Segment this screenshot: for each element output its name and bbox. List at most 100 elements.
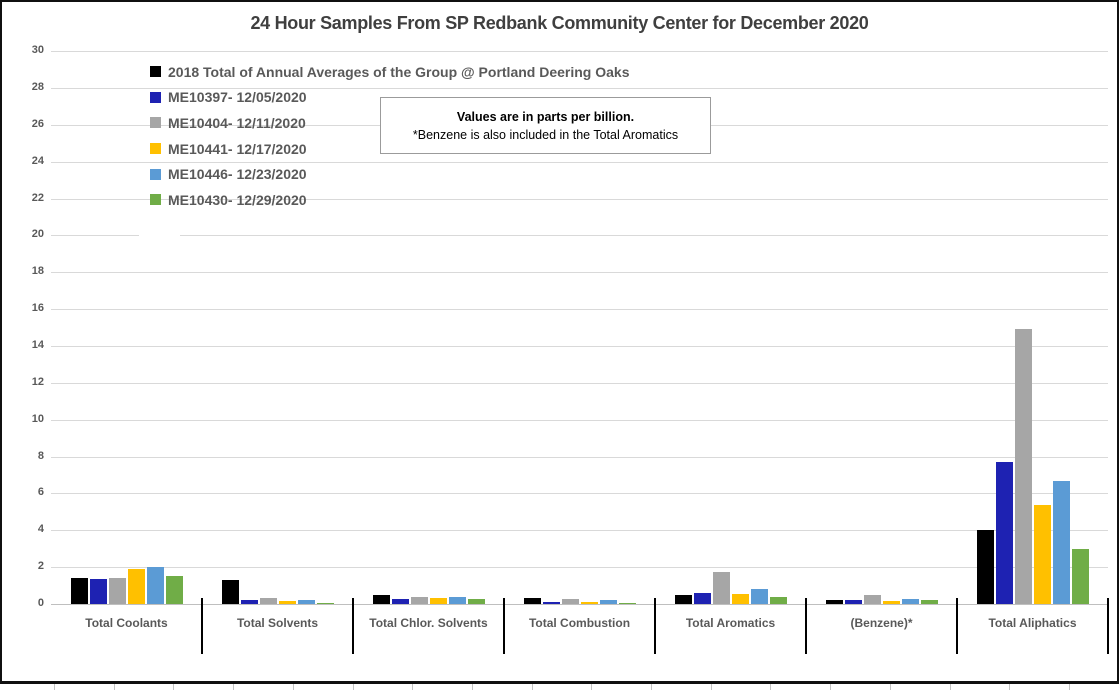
gridline-14 xyxy=(51,345,1108,347)
legend-swatch xyxy=(150,91,161,103)
legend-swatch xyxy=(150,168,161,180)
gridline-6 xyxy=(51,493,1108,495)
y-axis-tick-label: 28 xyxy=(31,80,44,93)
y-axis-tick-label: 8 xyxy=(37,449,44,462)
bar-total-chlor-solvents-s4 xyxy=(448,596,466,604)
category-label: Total Aromatics xyxy=(685,616,776,630)
bar--benzene--s0 xyxy=(825,600,843,604)
legend-label: ME10441- 12/17/2020 xyxy=(168,140,307,157)
column-border-tick xyxy=(830,684,832,690)
gridline-8 xyxy=(51,456,1108,458)
bar-total-solvents-s0 xyxy=(221,580,239,604)
column-border-tick xyxy=(1068,684,1070,690)
y-axis-tick-label: 12 xyxy=(31,375,44,388)
column-border-tick xyxy=(471,684,473,690)
y-axis-tick-label: 4 xyxy=(37,523,44,536)
category-separator xyxy=(503,598,505,654)
legend-label: ME10446- 12/23/2020 xyxy=(168,166,307,183)
y-axis-tick-label: 6 xyxy=(37,486,44,499)
bar-total-solvents-s1 xyxy=(240,600,258,604)
bar--benzene--s4 xyxy=(901,598,919,604)
category-separator xyxy=(956,598,958,654)
legend-label: 2018 Total of Annual Averages of the Gro… xyxy=(168,63,630,80)
legend-item: ME10430- 12/29/2020 xyxy=(150,187,629,213)
y-axis-tick-label: 18 xyxy=(31,265,44,278)
bar-total-combustion-s2 xyxy=(561,599,579,604)
y-axis-tick-label: 0 xyxy=(37,597,44,609)
bar-total-chlor-solvents-s2 xyxy=(410,596,428,604)
bar-total-solvents-s2 xyxy=(259,597,277,604)
bar-total-aromatics-s1 xyxy=(693,592,711,604)
note-line-1: Values are in parts per billion. xyxy=(456,110,635,124)
column-border-tick xyxy=(710,684,712,690)
category-separator xyxy=(1107,598,1109,654)
category-label: Total Coolants xyxy=(85,616,168,630)
y-axis-tick-label: 2 xyxy=(37,560,44,573)
bar-total-solvents-s3 xyxy=(278,601,296,604)
legend-swatch xyxy=(150,66,161,78)
y-axis-tick-label: 26 xyxy=(31,117,44,130)
bar-total-combustion-s3 xyxy=(580,602,598,604)
bar-total-coolants-s4 xyxy=(146,567,164,604)
legend-label: ME10404- 12/11/2020 xyxy=(168,114,306,131)
bar-total-coolants-s5 xyxy=(165,576,183,604)
bar--benzene--s2 xyxy=(863,594,881,604)
legend-label: ME10397- 12/05/2020 xyxy=(168,89,307,106)
bar-total-aromatics-s2 xyxy=(712,571,730,604)
bar-total-coolants-s0 xyxy=(70,578,88,604)
gridline-16 xyxy=(51,309,1108,311)
gridline-22 xyxy=(51,198,1108,200)
legend-swatch xyxy=(150,194,161,206)
category-label: Total Combustion xyxy=(528,616,631,630)
bar-total-combustion-s5 xyxy=(618,602,636,604)
spreadsheet-column-strip xyxy=(0,684,1119,690)
bar-total-solvents-s4 xyxy=(297,600,315,604)
legend-item: ME10397- 12/05/2020 xyxy=(150,85,629,111)
bar--benzene--s3 xyxy=(882,601,900,604)
bar-total-chlor-solvents-s3 xyxy=(429,597,447,604)
column-border-tick xyxy=(113,684,115,690)
y-axis-tick-label: 10 xyxy=(31,412,44,425)
bar-total-aliphatics-s1 xyxy=(995,462,1013,604)
legend-item: ME10446- 12/23/2020 xyxy=(150,161,629,187)
y-axis-tick-label: 22 xyxy=(31,191,44,204)
legend-item: 2018 Total of Annual Averages of the Gro… xyxy=(150,59,629,85)
gridline-12 xyxy=(51,382,1108,384)
bar-total-coolants-s2 xyxy=(108,578,126,604)
column-border-tick xyxy=(352,684,354,690)
bar-total-aliphatics-s5 xyxy=(1071,548,1089,604)
bar-total-chlor-solvents-s1 xyxy=(391,598,409,604)
gridline-20 xyxy=(51,235,1108,237)
category-label: (Benzene)* xyxy=(850,616,913,630)
bar--benzene--s5 xyxy=(920,600,938,604)
bar-total-aliphatics-s2 xyxy=(1014,329,1032,604)
y-axis-tick-label: 14 xyxy=(31,338,44,351)
legend-label: ME10430- 12/29/2020 xyxy=(168,191,307,208)
column-border-tick xyxy=(949,684,951,690)
gridline-2 xyxy=(51,567,1108,569)
bar-total-aliphatics-s4 xyxy=(1052,480,1070,604)
y-axis-tick-label: 20 xyxy=(31,228,44,241)
legend: 2018 Total of Annual Averages of the Gro… xyxy=(150,59,629,213)
column-border-tick xyxy=(591,684,593,690)
bar-total-combustion-s0 xyxy=(523,597,541,604)
gridline-10 xyxy=(51,419,1108,421)
category-label: Total Chlor. Solvents xyxy=(369,616,488,630)
y-axis-tick-label: 16 xyxy=(31,302,44,315)
column-border-tick xyxy=(770,684,772,690)
bar-total-coolants-s3 xyxy=(127,569,145,604)
gridline-gap-artifact xyxy=(139,229,180,241)
legend-item: ME10404- 12/11/2020 xyxy=(150,110,629,136)
legend-swatch xyxy=(150,117,161,129)
bar-total-solvents-s5 xyxy=(316,603,334,605)
bar-total-aliphatics-s3 xyxy=(1033,504,1051,604)
column-border-tick xyxy=(173,684,175,690)
legend-swatch xyxy=(150,143,161,155)
column-border-tick xyxy=(233,684,235,690)
bar-total-chlor-solvents-s0 xyxy=(372,594,390,604)
bar-total-aromatics-s3 xyxy=(731,593,749,604)
y-axis-tick-label: 24 xyxy=(31,154,44,167)
category-label: Total Solvents xyxy=(236,616,319,630)
